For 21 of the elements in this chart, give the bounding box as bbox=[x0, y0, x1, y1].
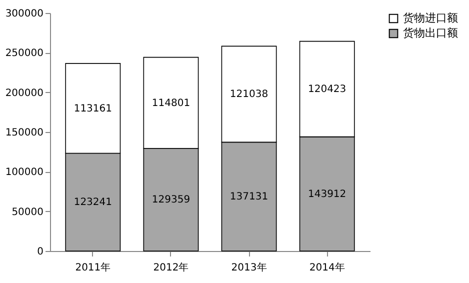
x-tick-label: 2013年 bbox=[231, 262, 267, 274]
data-label: 120423 bbox=[308, 84, 346, 96]
y-tick-label: 250000 bbox=[5, 48, 44, 60]
y-tick-label: 50000 bbox=[12, 206, 44, 218]
legend-label: 货物进口额 bbox=[403, 12, 458, 24]
y-tick-label: 150000 bbox=[5, 128, 44, 138]
x-tick-label: 2014年 bbox=[309, 262, 345, 274]
data-label: 129359 bbox=[152, 194, 190, 206]
x-tick-label: 2012年 bbox=[153, 262, 189, 274]
legend-label: 货物出口额 bbox=[403, 26, 458, 40]
data-label: 114801 bbox=[152, 98, 190, 109]
data-label: 123241 bbox=[74, 197, 112, 208]
data-label: 121038 bbox=[230, 89, 268, 100]
x-tick-label: 2011年 bbox=[75, 262, 111, 274]
y-tick-label: 200000 bbox=[5, 88, 44, 99]
data-label: 113161 bbox=[74, 103, 112, 114]
y-tick-label: 100000 bbox=[5, 167, 44, 178]
data-label: 143912 bbox=[308, 188, 346, 200]
data-label: 137131 bbox=[230, 192, 268, 203]
y-tick-label: 0 bbox=[37, 246, 44, 258]
y-tick-label: 300000 bbox=[5, 8, 44, 20]
